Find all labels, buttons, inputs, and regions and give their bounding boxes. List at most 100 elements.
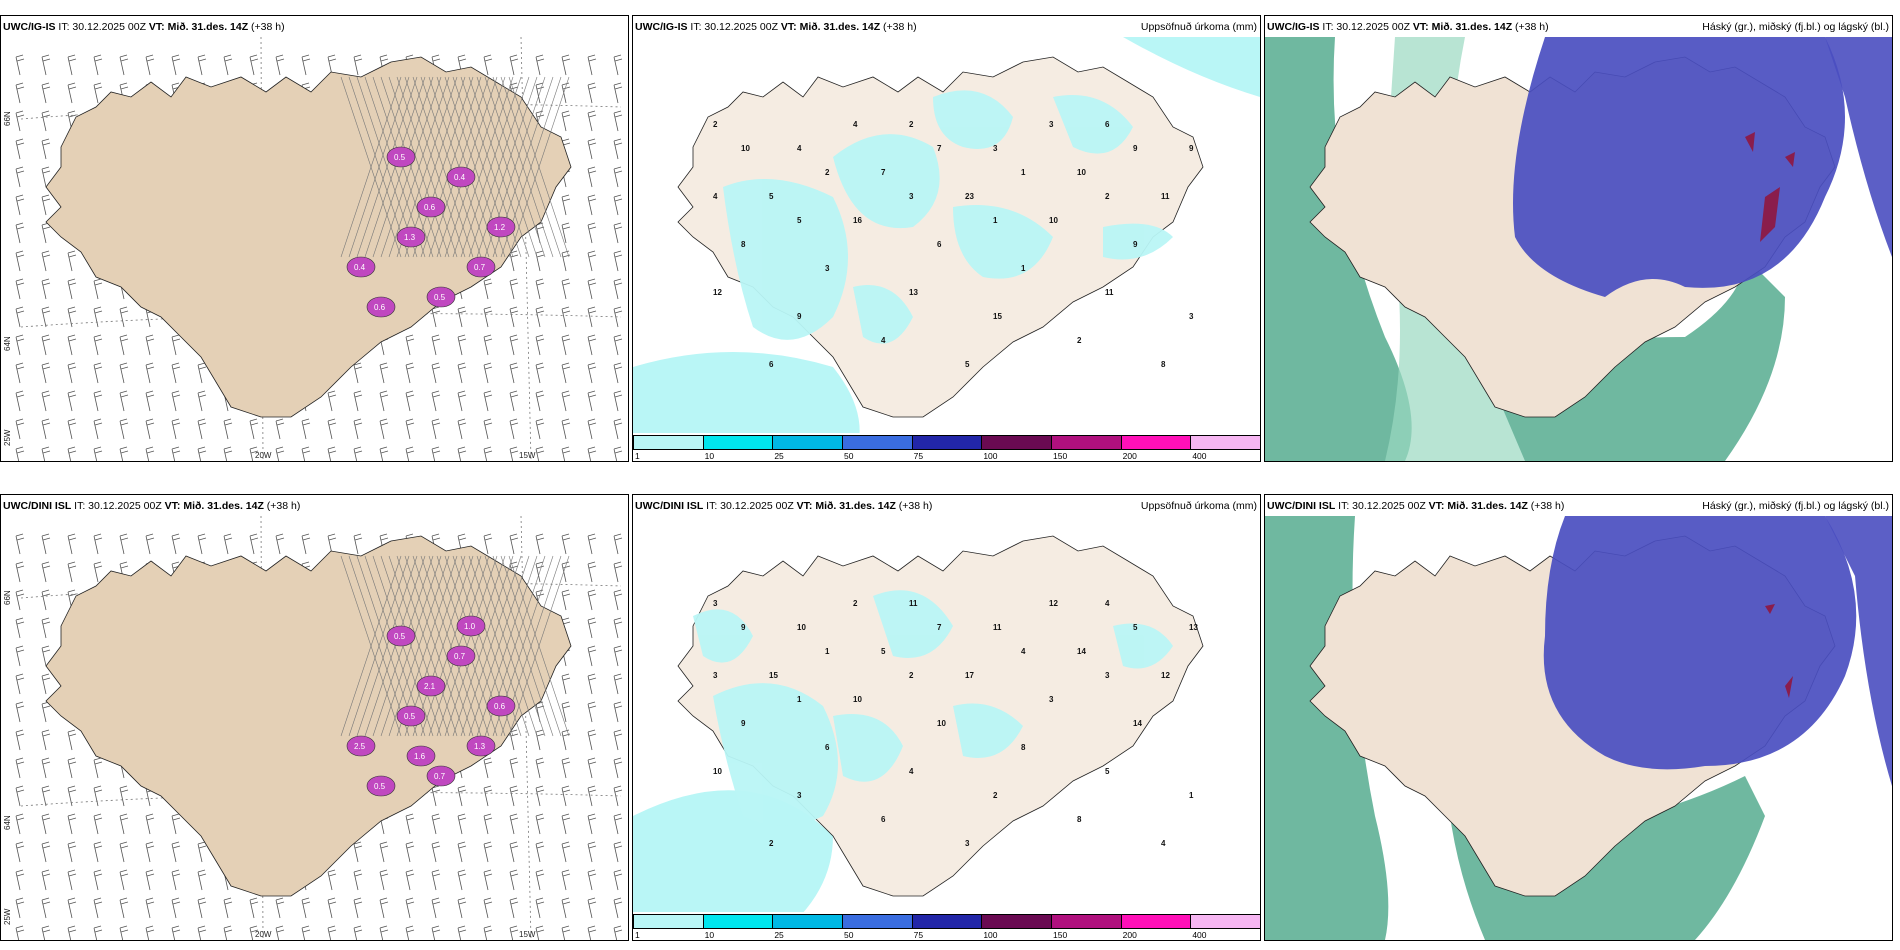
lon-label-20w: 20W [255,930,272,939]
precip-value-label: 7 [937,144,942,153]
precip-value-label: 2 [853,599,858,608]
precip-value-label: 3 [1049,120,1054,129]
precip-value-label: 7 [937,623,942,632]
precip-value-label: 5 [881,647,886,656]
low-cloud-west [1265,516,1389,940]
colorbar-label: 150 [1053,930,1068,940]
colorbar-segment [1051,914,1122,929]
panel-header: UWC/DINI ISL IT: 30.12.2025 00Z VT: Mið.… [3,500,301,512]
ice-label: 1.6 [414,752,426,761]
precip-value-label: 4 [1105,599,1110,608]
icing-map[interactable]: 0.5 2.1 0.7 0.5 1.3 2.5 0.7 0.5 0.6 1.0 1.6 [1,516,628,940]
panel-ig-icing: UWC/IG-IS IT: 30.12.2025 00Z VT: Mið. 31… [0,15,629,462]
precip-value-label: 8 [1021,743,1026,752]
precip-value-label: 3 [713,599,718,608]
precip-value-label: 14 [1133,719,1142,728]
ice-label: 0.7 [474,263,486,272]
precip-value-label: 13 [909,288,918,297]
high-cloud [1765,604,1793,698]
precip-value-label: 1 [1021,168,1026,177]
colorbar-segment [702,914,774,929]
colorbar-label: 200 [1122,451,1137,461]
precip-value-label: 23 [965,192,974,201]
ice-label: 2.5 [354,742,366,751]
colorbar-label: 50 [844,451,854,461]
panel-header: UWC/IG-IS IT: 30.12.2025 00Z VT: Mið. 31… [1267,21,1549,33]
precip-colorbar: 1 10 25 50 75 100 150 200 400 [633,912,1260,940]
precip-value-label: 5 [965,360,970,369]
cloud-map[interactable] [1265,37,1892,461]
colorbar-segment [633,435,704,450]
precip-value-label: 5 [769,192,774,201]
lon-label-15w: 15W [519,451,536,460]
ice-patch [346,735,376,757]
lon-label-20w: 20W [255,451,272,460]
iceland-landmass [45,56,572,418]
ice-patch [366,775,396,797]
ice-label: 2.1 [424,682,436,691]
colorbar-label: 400 [1192,451,1207,461]
ice-label: 0.6 [374,303,386,312]
lat-label-66n: 66N [3,111,12,126]
precip-value-label: 1 [1189,791,1194,800]
precip-value-label: 11 [1161,192,1170,201]
iceland-landmass [45,535,572,897]
precip-value-label: 4 [713,192,718,201]
low-cloud-west [1265,37,1412,461]
precip-value-label: 5 [1105,767,1110,776]
precip-value-label: 3 [797,791,802,800]
colorbar-segment [772,435,843,450]
colorbar-segment [911,914,983,929]
ice-patch [366,296,396,318]
ice-patch [386,625,416,647]
mid-cloud [1543,516,1857,770]
precip-value-label: 12 [713,288,722,297]
panel-header: UWC/IG-IS IT: 30.12.2025 00Z VT: Mið. 31… [3,21,285,33]
colorbar-segment [772,914,843,929]
precip-value-label: 10 [1077,168,1086,177]
colorbar-label: 50 [844,930,854,940]
cloud-title: Háský (gr.), miðský (fj.bl.) og lágský (… [1702,500,1889,512]
precip-value-label: 10 [853,695,862,704]
precip-value-label: 1 [825,647,830,656]
precip-value-label: 13 [1189,623,1198,632]
precip-value-label: 16 [853,216,862,225]
precip-value-label: 11 [909,599,918,608]
precip-value-label: 3 [1189,312,1194,321]
colorbar-segment [1190,435,1260,450]
ice-label: 0.4 [454,173,466,182]
cloud-title: Háský (gr.), miðský (fj.bl.) og lágský (… [1702,21,1889,33]
ice-label: 1.2 [494,223,506,232]
precip-value-label: 10 [797,623,806,632]
precip-value-label: 2 [993,791,998,800]
precip-value-label: 6 [825,743,830,752]
colorbar-label: 100 [983,451,998,461]
precip-value-label: 6 [937,240,942,249]
precip-value-label: 4 [1021,647,1026,656]
precip-value-label: 12 [1161,671,1170,680]
colorbar-label: 400 [1192,930,1207,940]
colorbar-segment [1051,435,1122,450]
precip-value-label: 11 [993,623,1002,632]
ice-label: 0.7 [454,652,466,661]
ice-label: 0.5 [434,293,446,302]
precip-value-label: 4 [909,767,914,776]
precip-value-label: 4 [797,144,802,153]
icing-map[interactable]: 0.5 0.6 0.4 1.3 0.7 0.4 0.5 0.6 1.2 [1,37,628,461]
precip-value-label: 11 [1105,288,1114,297]
precip-value-label: 12 [1049,599,1058,608]
ice-patch [486,216,516,238]
ice-patch [386,146,416,168]
precip-value-label: 6 [881,815,886,824]
colorbar-label: 1 [635,451,640,461]
ice-patch [416,196,446,218]
lon-label-15w: 15W [519,930,536,939]
panel-ig-precip: UWC/IG-IS IT: 30.12.2025 00Z VT: Mið. 31… [632,15,1261,462]
cloud-map[interactable] [1265,516,1892,940]
precip-value-label: 3 [1049,695,1054,704]
precip-value-label: 10 [937,719,946,728]
precip-title: Uppsöfnuð úrkoma (mm) [1140,500,1257,512]
ice-label: 1.0 [464,622,476,631]
